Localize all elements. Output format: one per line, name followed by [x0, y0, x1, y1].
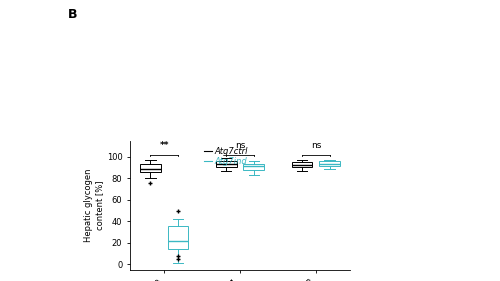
PathPatch shape — [216, 161, 236, 167]
PathPatch shape — [320, 161, 340, 166]
Text: B: B — [68, 8, 77, 21]
Y-axis label: Hepatic glycogen
content [%]: Hepatic glycogen content [%] — [84, 168, 104, 242]
PathPatch shape — [140, 164, 160, 172]
Text: **: ** — [160, 141, 169, 150]
PathPatch shape — [292, 162, 312, 167]
Text: ns: ns — [235, 141, 245, 150]
PathPatch shape — [168, 226, 188, 249]
Text: ns: ns — [310, 141, 321, 150]
Legend: Atg7ctrl, Atg7ind: Atg7ctrl, Atg7ind — [200, 143, 251, 169]
PathPatch shape — [244, 164, 264, 170]
